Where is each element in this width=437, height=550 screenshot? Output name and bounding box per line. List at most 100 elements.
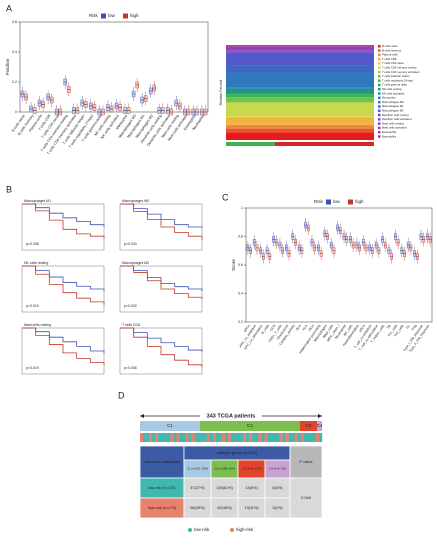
legend-label: Mast cells resting [382,121,404,125]
risk-strip [231,433,235,442]
legend-label: Monocytes [382,96,396,100]
stack-segment [226,102,374,117]
legend-dot [230,528,234,532]
legend-swatch [378,118,381,121]
legend-swatch [378,105,381,108]
x-tick-label: TIL [405,324,411,330]
table-value: 14(8%) [245,486,258,490]
km-curve [22,203,105,239]
subtype-bar [140,421,200,431]
risk-strip [164,433,168,442]
risk-strip [179,433,183,442]
subtype-label: C1 (n=113, 33%) [187,467,208,471]
legend-swatch [348,199,353,205]
legend-swatch [378,45,381,48]
legend-label: low [108,13,116,18]
table-value: 6(3%) [272,486,283,490]
y-axis-label: Score [231,259,236,271]
legend-label: Eosinophils [382,130,397,134]
legend-label: T cells gamma delta [382,83,407,87]
legend-swatch [123,13,128,19]
y-tick-label: 0.4 [238,291,243,295]
risk-strip [258,433,262,442]
risk-strip [206,433,210,442]
subtype-name: C1 [167,423,173,428]
risk-strip [243,433,247,442]
stack-segment [226,132,374,140]
p-value: p=0.019 [26,304,39,308]
legend-label: NK cells resting [382,87,402,91]
group-bar [226,142,275,146]
risk-strip [215,433,220,442]
legend-label: high [355,199,364,204]
risk-strip [255,433,259,442]
km-title: NK cells resting [24,261,48,265]
legend-label: Dendritic cells resting [382,113,409,117]
risk-strip [252,433,256,442]
legend-label: T cells follicular helper [382,74,410,78]
stack-segment [226,91,374,94]
x-tick-label: aDCs [243,323,251,332]
risk-strip [158,433,162,442]
risk-strip [152,433,156,442]
risk-strip [197,433,201,442]
legend-swatch [378,75,381,78]
legend-swatch [378,109,381,112]
y-tick-label: 0.4 [12,50,17,54]
risk-strip [279,433,283,442]
km-title: Macrophages M0 [122,199,149,203]
stack-segment [226,102,374,103]
risk-strip [294,433,298,442]
subtype-bar [299,421,318,431]
risk-strip [240,433,244,442]
km-curve [120,327,203,368]
legend-label: B cells naive [382,44,398,48]
legend-swatch [101,13,106,19]
risk-strip [300,433,304,442]
legend-swatch [378,113,381,117]
y-tick-label: 0.2 [12,80,17,84]
table-value: 3(2%) [272,506,283,510]
legend-label: low-risk [194,527,210,532]
risk-strip [285,433,289,442]
stack-segment [226,128,374,133]
legend-label: T cells CD4 memory resting [382,66,417,70]
table-value: 47(27%) [190,486,205,490]
km-title: Mast cells resting [24,323,51,327]
risk-strip [191,433,195,442]
x-tick-label: Th1_cells [387,324,399,338]
y-tick-label: 1 [241,206,243,210]
y-tick-label: 0.6 [238,263,243,267]
stack-segment [226,93,374,95]
x-tick-label: Tfh [386,324,392,330]
risk-strip [170,433,174,442]
risk-strip [161,433,165,442]
legend-swatch [326,199,331,205]
y-axis-label: Fraction [5,58,10,75]
legend-swatch [378,83,381,87]
y-tick-label: 0.6 [12,20,17,24]
legend-swatch [378,88,381,91]
table-cell [289,477,323,519]
table-value: 19(11%) [244,506,259,510]
panel-label: C [222,192,229,202]
panel-d-title: 343 TCGA patients [207,413,256,419]
risk-strip [297,433,301,442]
x-tick-label: B_cells [261,324,271,335]
stack-segment [226,117,374,125]
stack-segment [226,116,374,118]
y-tick-label: 0.2 [238,320,243,324]
legend-swatch [378,122,381,125]
legend-dot [188,528,192,532]
km-curve [22,327,105,365]
risk-strip [234,433,238,442]
subtype-label: C4 (n=9, 3%) [269,467,286,471]
stack-segment [226,72,374,88]
risk-strip [203,433,207,442]
legend-label: NK cells activated [382,91,405,95]
risk-strip [221,433,226,442]
legend-label: low [333,199,341,204]
risk-strip [303,433,308,442]
p-value: p=0.006 [124,366,137,370]
x-tick-label: NK_cells [343,323,354,336]
